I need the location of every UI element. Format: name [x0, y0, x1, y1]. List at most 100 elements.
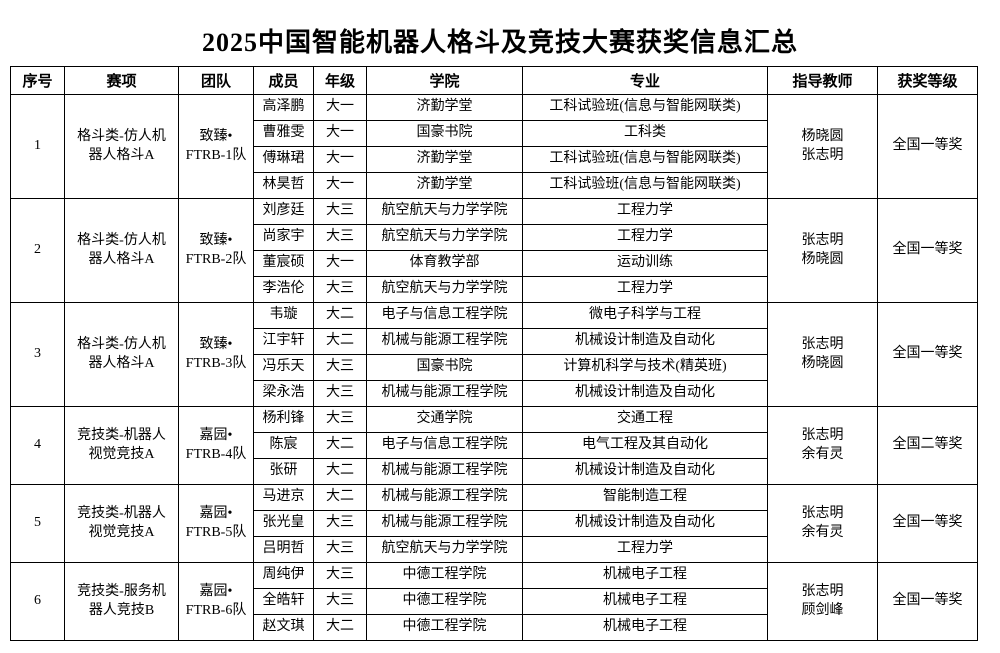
- cell-advisor: 张志明 杨晓圆: [767, 198, 878, 303]
- cell-grade: 大一: [313, 172, 367, 199]
- table-row: 全皓轩 大三 中德工程学院 机械电子工程: [11, 588, 978, 615]
- cell-member-name: 高泽鹏: [253, 94, 314, 121]
- cell-index: 5: [10, 484, 65, 563]
- cell-index: 1: [10, 94, 65, 199]
- cell-major: 工科类: [522, 120, 768, 147]
- cell-member-name: 周纯伊: [253, 562, 314, 589]
- cell-award: 全国一等奖: [877, 484, 978, 563]
- cell-event: 格斗类-仿人机 器人格斗A: [64, 302, 179, 407]
- cell-grade: 大三: [313, 354, 367, 381]
- table-row: 1 格斗类-仿人机 器人格斗A 致臻• FTRB-1队 高泽鹏 大一 济勤学堂 …: [10, 94, 978, 199]
- cell-event: 格斗类-仿人机 器人格斗A: [64, 94, 179, 199]
- cell-grade: 大三: [313, 510, 367, 537]
- cell-college: 中德工程学院: [366, 588, 523, 615]
- cell-award: 全国一等奖: [877, 198, 978, 303]
- cell-grade: 大三: [313, 198, 367, 225]
- table-row: 3 格斗类-仿人机 器人格斗A 致臻• FTRB-3队 韦璇 大二 电子与信息工…: [10, 302, 978, 407]
- cell-college: 体育教学部: [366, 250, 523, 277]
- table-row: 6 竞技类-服务机 器人竞技B 嘉园• FTRB-6队 周纯伊 大三 中德工程学…: [10, 562, 978, 641]
- cell-major: 机械电子工程: [522, 614, 768, 641]
- cell-team: 嘉园• FTRB-4队: [178, 406, 254, 485]
- cell-team: 致臻• FTRB-3队: [178, 302, 254, 407]
- cell-member-name: 全皓轩: [253, 588, 314, 615]
- cell-team: 致臻• FTRB-2队: [178, 198, 254, 303]
- cell-event: 竞技类-机器人 视觉竞技A: [64, 406, 179, 485]
- awards-table: 序号 赛项 团队 成员 年级 学院 专业 指导教师 获奖等级 1 格斗类-仿人机…: [10, 66, 978, 641]
- cell-award: 全国一等奖: [877, 94, 978, 199]
- cell-grade: 大一: [313, 146, 367, 173]
- cell-college: 机械与能源工程学院: [366, 510, 523, 537]
- cell-award: 全国一等奖: [877, 562, 978, 641]
- cell-advisor: 杨晓圆 张志明: [767, 94, 878, 199]
- cell-index: 2: [10, 198, 65, 303]
- cell-major: 机械设计制造及自动化: [522, 328, 768, 355]
- cell-major: 工科试验班(信息与智能网联类): [522, 172, 768, 199]
- cell-major: 机械电子工程: [522, 588, 768, 615]
- cell-major: 机械电子工程: [522, 562, 768, 589]
- cell-award: 全国一等奖: [877, 302, 978, 407]
- cell-member-name: 马进京: [253, 484, 314, 511]
- table-row: 尚家宇 大三 航空航天与力学学院 工程力学: [11, 224, 978, 251]
- cell-major: 工程力学: [522, 536, 768, 563]
- cell-team: 嘉园• FTRB-6队: [178, 562, 254, 641]
- cell-member-name: 董宸硕: [253, 250, 314, 277]
- cell-grade: 大二: [313, 484, 367, 511]
- cell-advisor: 张志明 杨晓圆: [767, 302, 878, 407]
- cell-member-name: 赵文琪: [253, 614, 314, 641]
- cell-major: 交通工程: [522, 406, 768, 433]
- cell-grade: 大一: [313, 94, 367, 121]
- table-row: 林昊哲 大一 济勤学堂 工科试验班(信息与智能网联类): [11, 172, 978, 199]
- col-header-advisor: 指导教师: [767, 66, 878, 95]
- table-row: 董宸硕 大一 体育教学部 运动训练: [11, 250, 978, 277]
- cell-college: 电子与信息工程学院: [366, 432, 523, 459]
- cell-college: 济勤学堂: [366, 94, 523, 121]
- cell-member-name: 韦璇: [253, 302, 314, 329]
- cell-major: 工程力学: [522, 198, 768, 225]
- cell-grade: 大三: [313, 406, 367, 433]
- cell-college: 电子与信息工程学院: [366, 302, 523, 329]
- col-header-event: 赛项: [64, 66, 179, 95]
- cell-advisor: 张志明 余有灵: [767, 484, 878, 563]
- table-row: 吕明哲 大三 航空航天与力学学院 工程力学: [11, 536, 978, 563]
- cell-major: 智能制造工程: [522, 484, 768, 511]
- cell-college: 国豪书院: [366, 120, 523, 147]
- cell-college: 中德工程学院: [366, 562, 523, 589]
- cell-major: 微电子科学与工程: [522, 302, 768, 329]
- cell-college: 航空航天与力学学院: [366, 198, 523, 225]
- cell-index: 4: [10, 406, 65, 485]
- cell-major: 工科试验班(信息与智能网联类): [522, 94, 768, 121]
- cell-grade: 大一: [313, 120, 367, 147]
- cell-college: 航空航天与力学学院: [366, 536, 523, 563]
- table-row: 冯乐天 大三 国豪书院 计算机科学与技术(精英班): [11, 354, 978, 381]
- cell-college: 航空航天与力学学院: [366, 276, 523, 303]
- cell-member-name: 刘彦廷: [253, 198, 314, 225]
- col-header-index: 序号: [10, 66, 65, 95]
- cell-index: 3: [10, 302, 65, 407]
- cell-college: 交通学院: [366, 406, 523, 433]
- cell-college: 航空航天与力学学院: [366, 224, 523, 251]
- cell-team: 致臻• FTRB-1队: [178, 94, 254, 199]
- table-row: 5 竞技类-机器人 视觉竞技A 嘉园• FTRB-5队 马进京 大二 机械与能源…: [10, 484, 978, 563]
- cell-grade: 大三: [313, 224, 367, 251]
- cell-grade: 大二: [313, 302, 367, 329]
- cell-grade: 大二: [313, 432, 367, 459]
- cell-member-name: 傅琳珺: [253, 146, 314, 173]
- cell-grade: 大三: [313, 536, 367, 563]
- table-row: 江宇轩 大二 机械与能源工程学院 机械设计制造及自动化: [11, 328, 978, 355]
- cell-event: 竞技类-服务机 器人竞技B: [64, 562, 179, 641]
- cell-grade: 大二: [313, 458, 367, 485]
- cell-college: 机械与能源工程学院: [366, 458, 523, 485]
- cell-major: 电气工程及其自动化: [522, 432, 768, 459]
- table-row: 2 格斗类-仿人机 器人格斗A 致臻• FTRB-2队 刘彦廷 大三 航空航天与…: [10, 198, 978, 303]
- cell-grade: 大三: [313, 380, 367, 407]
- cell-grade: 大三: [313, 588, 367, 615]
- cell-grade: 大二: [313, 614, 367, 641]
- col-header-award: 获奖等级: [877, 66, 978, 95]
- cell-member-name: 吕明哲: [253, 536, 314, 563]
- cell-member-name: 陈宸: [253, 432, 314, 459]
- cell-college: 济勤学堂: [366, 146, 523, 173]
- cell-member-name: 杨利锋: [253, 406, 314, 433]
- cell-grade: 大三: [313, 276, 367, 303]
- cell-advisor: 张志明 顾剑峰: [767, 562, 878, 641]
